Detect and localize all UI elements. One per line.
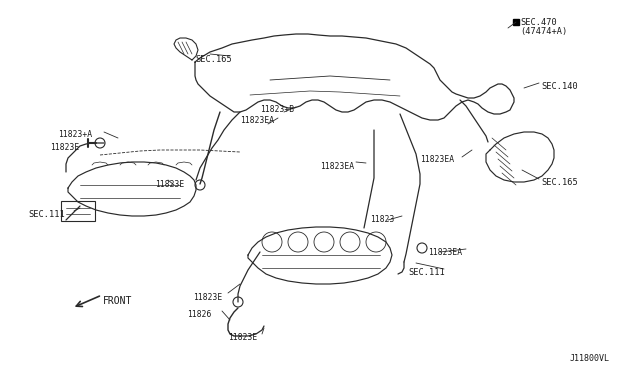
Text: SEC.470: SEC.470 (520, 18, 557, 27)
Text: SEC.111: SEC.111 (408, 268, 445, 277)
Text: 11823E: 11823E (50, 143, 79, 152)
Text: 11823EA: 11823EA (320, 162, 354, 171)
Text: 11823E: 11823E (155, 180, 184, 189)
Text: 11823E: 11823E (193, 293, 222, 302)
Text: FRONT: FRONT (103, 296, 132, 306)
Text: SEC.165: SEC.165 (541, 178, 578, 187)
Text: 11823: 11823 (370, 215, 394, 224)
Text: 11823EA: 11823EA (428, 248, 462, 257)
Text: 11826: 11826 (187, 310, 211, 319)
Text: 11823+B: 11823+B (260, 105, 294, 114)
Text: 11823E: 11823E (228, 333, 257, 342)
Text: SEC.111: SEC.111 (28, 210, 65, 219)
Text: SEC.140: SEC.140 (541, 82, 578, 91)
Text: 11823+A: 11823+A (58, 130, 92, 139)
FancyBboxPatch shape (61, 201, 95, 221)
Text: 11823EA: 11823EA (240, 116, 274, 125)
Text: (47474+A): (47474+A) (520, 27, 567, 36)
Text: 11823EA: 11823EA (420, 155, 454, 164)
Text: J11800VL: J11800VL (570, 354, 610, 363)
Text: SEC.165: SEC.165 (195, 55, 232, 64)
